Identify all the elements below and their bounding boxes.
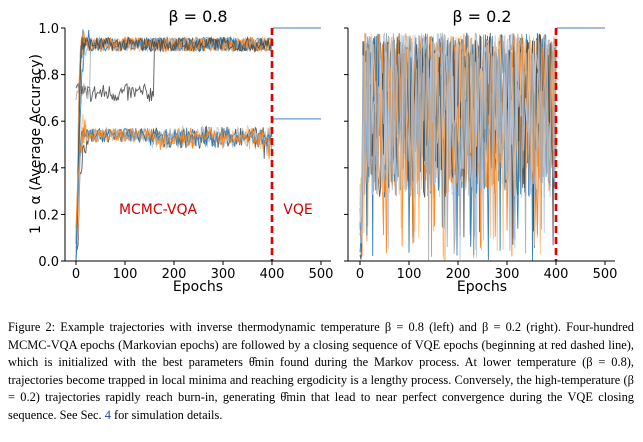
x-tick-label: 500 <box>309 267 334 282</box>
caption-text-end: for simulation details. <box>110 407 223 422</box>
y-tick-label: 0.4 <box>38 162 59 177</box>
left-panel: β = 0.8 1 − α (Average Accuracy) 0.00.20… <box>28 7 333 295</box>
vqe-line <box>271 27 321 33</box>
vqe-line <box>555 27 605 33</box>
trajectory-line <box>75 29 273 262</box>
right-x-ticks: 0 100 200 300 400 500 <box>356 261 618 282</box>
trajectory-line <box>75 31 273 245</box>
x-tick-label: 0 <box>72 267 80 282</box>
y-tick-label: 0.0 <box>38 255 59 270</box>
x-tick-label: 200 <box>162 267 187 282</box>
x-tick-label: 400 <box>260 267 285 282</box>
y-tick-label: 1.0 <box>38 22 59 37</box>
x-tick-label: 100 <box>397 267 422 282</box>
trajectory-line <box>75 126 273 262</box>
x-tick-label: 0 <box>356 267 364 282</box>
figure: β = 0.8 1 − α (Average Accuracy) 0.00.20… <box>28 7 617 295</box>
mcmc-vqa-label: MCMC-VQA <box>119 202 198 218</box>
section-link[interactable]: 4 <box>104 407 111 422</box>
right-x-axis-label: Epochs <box>457 279 507 295</box>
caption-text: Figure 2: Example trajectories with inve… <box>8 320 634 422</box>
x-tick-label: 200 <box>446 267 471 282</box>
trajectory-line <box>75 125 273 250</box>
trajectory-line <box>75 126 273 242</box>
figure-caption: Figure 2: Example trajectories with inve… <box>8 319 634 424</box>
y-tick-label: 0.6 <box>38 115 59 130</box>
right-y-ticks <box>344 27 348 262</box>
y-tick-label: 0.8 <box>38 69 59 84</box>
x-tick-label: 100 <box>113 267 138 282</box>
vqe-line <box>271 118 321 124</box>
left-trajectories <box>75 27 321 262</box>
x-tick-label: 400 <box>544 267 569 282</box>
vqe-label: VQE <box>283 202 312 218</box>
right-trajectories <box>359 27 605 263</box>
right-panel: β = 0.2 0 100 200 300 400 500 Epochs <box>344 7 617 295</box>
trajectory-line <box>75 35 273 243</box>
x-tick-label: 300 <box>211 267 236 282</box>
y-tick-label: 0.2 <box>38 208 59 223</box>
left-x-axis-label: Epochs <box>173 279 223 295</box>
x-tick-label: 500 <box>593 267 618 282</box>
y-axis-label: 1 − α (Average Accuracy) <box>28 54 44 234</box>
trajectory-line <box>75 119 273 229</box>
left-y-ticks: 0.0 0.2 0.4 0.6 0.8 1.0 <box>38 22 65 270</box>
left-panel-title: β = 0.8 <box>168 7 227 26</box>
right-panel-title: β = 0.2 <box>452 7 511 26</box>
trajectory-line <box>359 32 557 261</box>
left-x-ticks: 0 100 200 300 400 500 <box>72 261 334 282</box>
x-tick-label: 300 <box>495 267 520 282</box>
